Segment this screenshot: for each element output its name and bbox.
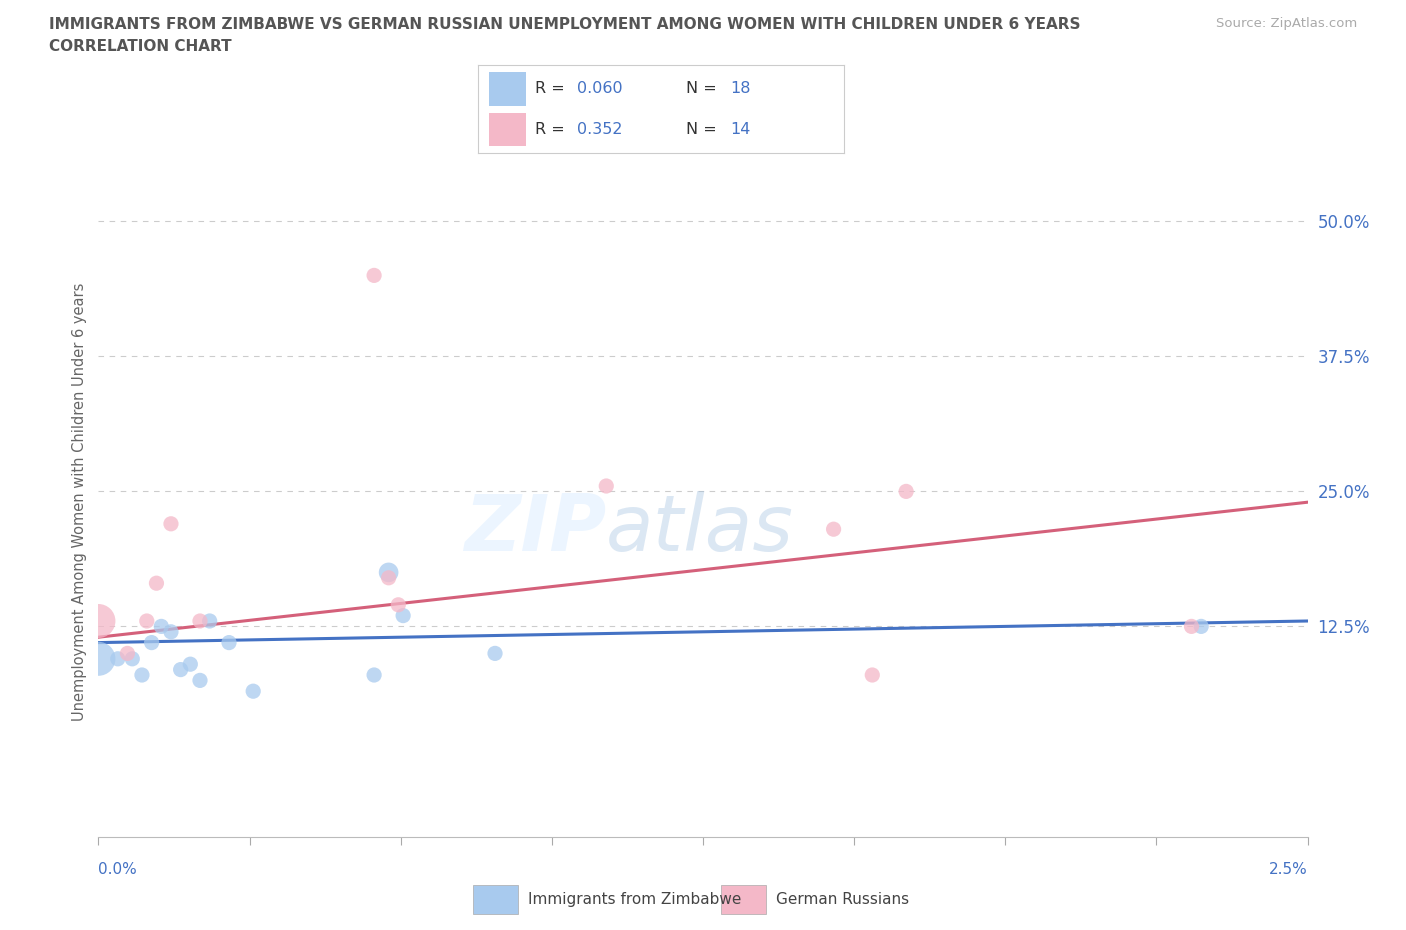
Point bbox=[87, 614, 110, 629]
Point bbox=[198, 614, 221, 629]
Point bbox=[188, 673, 211, 688]
Point bbox=[377, 565, 399, 579]
Point bbox=[387, 597, 409, 612]
Point bbox=[141, 635, 163, 650]
Point bbox=[145, 576, 167, 591]
FancyBboxPatch shape bbox=[721, 885, 766, 914]
FancyBboxPatch shape bbox=[472, 885, 517, 914]
Point bbox=[377, 570, 399, 585]
Text: R =: R = bbox=[534, 122, 569, 137]
Text: 18: 18 bbox=[730, 82, 751, 97]
Text: CORRELATION CHART: CORRELATION CHART bbox=[49, 39, 232, 54]
Text: atlas: atlas bbox=[606, 491, 794, 567]
Point bbox=[121, 651, 143, 666]
Point bbox=[160, 516, 183, 531]
Y-axis label: Unemployment Among Women with Children Under 6 years: Unemployment Among Women with Children U… bbox=[72, 283, 87, 722]
Text: N =: N = bbox=[686, 82, 723, 97]
FancyBboxPatch shape bbox=[489, 73, 526, 106]
Point bbox=[823, 522, 845, 537]
Point bbox=[160, 624, 183, 639]
Point bbox=[150, 619, 173, 634]
Text: R =: R = bbox=[534, 82, 569, 97]
FancyBboxPatch shape bbox=[489, 113, 526, 146]
Text: 0.0%: 0.0% bbox=[98, 862, 138, 877]
Text: German Russians: German Russians bbox=[776, 892, 910, 908]
Text: Source: ZipAtlas.com: Source: ZipAtlas.com bbox=[1216, 17, 1357, 30]
Point bbox=[135, 614, 157, 629]
Text: ZIP: ZIP bbox=[464, 491, 606, 567]
Point bbox=[363, 668, 385, 683]
Point bbox=[169, 662, 191, 677]
Text: Immigrants from Zimbabwe: Immigrants from Zimbabwe bbox=[529, 892, 741, 908]
Point bbox=[484, 646, 506, 661]
Point bbox=[894, 484, 917, 498]
Text: 0.060: 0.060 bbox=[576, 82, 623, 97]
Point bbox=[87, 651, 110, 666]
Point bbox=[188, 614, 211, 629]
Point bbox=[1189, 619, 1212, 634]
Point bbox=[107, 651, 129, 666]
Point bbox=[131, 668, 153, 683]
Point bbox=[242, 684, 264, 698]
Text: N =: N = bbox=[686, 122, 723, 137]
Point bbox=[218, 635, 240, 650]
Point bbox=[179, 657, 201, 671]
Point bbox=[117, 646, 139, 661]
Point bbox=[392, 608, 415, 623]
Point bbox=[860, 668, 883, 683]
Text: 14: 14 bbox=[730, 122, 751, 137]
Text: IMMIGRANTS FROM ZIMBABWE VS GERMAN RUSSIAN UNEMPLOYMENT AMONG WOMEN WITH CHILDRE: IMMIGRANTS FROM ZIMBABWE VS GERMAN RUSSI… bbox=[49, 17, 1081, 32]
Point bbox=[595, 479, 617, 494]
Text: 2.5%: 2.5% bbox=[1268, 862, 1308, 877]
Text: 0.352: 0.352 bbox=[576, 122, 623, 137]
Point bbox=[1180, 619, 1202, 634]
Point bbox=[363, 268, 385, 283]
